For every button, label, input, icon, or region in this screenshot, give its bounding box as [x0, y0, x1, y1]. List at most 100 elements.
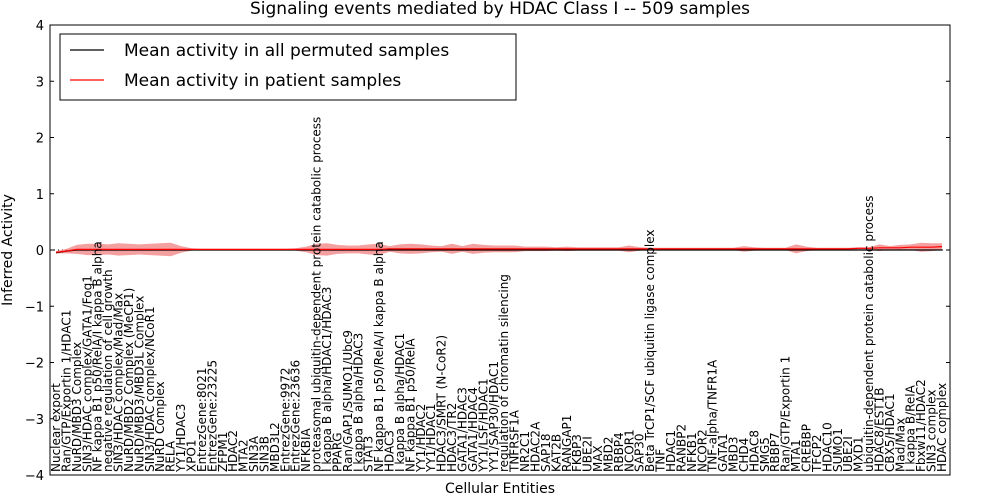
- x-tick-label: GATA1: [716, 433, 730, 472]
- x-tick-label: MTA2: [237, 439, 251, 472]
- x-tick-label: XPO1: [185, 439, 199, 472]
- x-tick-label: NF kappa B1 p50/RelA/I kappa B alpha: [91, 241, 105, 472]
- x-tick-label: SIN3/HDAC complex/NCoR1: [143, 306, 157, 472]
- x-tick-label: MBD3: [727, 437, 741, 472]
- x-tick-label: proteasomal ubiquitin-dependent protein …: [310, 117, 324, 472]
- x-tick-label: YY1/HDAC3: [174, 404, 188, 473]
- x-tick-label: I kappa B alpha/HDAC3: [351, 333, 365, 472]
- y-tick-label: −1: [25, 300, 44, 315]
- x-tick-label: SAP30: [633, 433, 647, 472]
- x-tick-label: HDAC10: [820, 422, 834, 472]
- y-tick-label: 3: [36, 75, 44, 90]
- x-tick-label: CBX5/HDAC1: [883, 393, 897, 472]
- x-tick-label: HDAC3/TR2: [445, 403, 459, 472]
- legend-label-patient: Mean activity in patient samples: [124, 71, 401, 91]
- x-tick-label: NuRD/MBD3/MBD3L Complex: [132, 296, 146, 472]
- x-tick-label: YY1/HDAC2: [414, 404, 428, 473]
- x-tick-label: RBBP7: [768, 432, 782, 472]
- x-tick-label: MAX: [591, 445, 605, 472]
- x-tick-label: STAT3: [362, 436, 376, 472]
- y-tick-label: 4: [36, 19, 44, 34]
- y-tick-label: 2: [36, 132, 44, 147]
- legend-box: [59, 33, 517, 101]
- x-tick-label: CHD4: [737, 438, 751, 472]
- x-tick-label: NCOR2: [695, 429, 709, 472]
- x-tick-label: Fbxw11/HDAC2: [914, 379, 928, 472]
- x-tick-label: YY1/SAP30/HDAC1: [487, 361, 501, 473]
- x-tick-label: MTA1: [789, 439, 803, 472]
- x-tick-label: Mad/Max: [893, 418, 907, 472]
- x-tick-label: SMG5: [758, 437, 772, 472]
- x-tick-label: SIN3A: [247, 435, 261, 472]
- y-tick-label: −2: [25, 357, 44, 372]
- x-tick-label: TNF-alpha/TNFR1A: [706, 359, 720, 473]
- x-tick-label: negative regulation of cell growth: [101, 269, 115, 472]
- x-tick-label: MXD1: [852, 437, 866, 472]
- x-tick-label: SIN3/HDAC complex/GATA1/Fog1: [80, 275, 94, 472]
- x-tick-label: HDAC8: [747, 430, 761, 472]
- x-tick-label: RANBP2: [674, 424, 688, 472]
- x-tick-label: UBE2I: [581, 436, 595, 472]
- x-tick-label: SIN3/HDAC complex/Mad/Max: [112, 293, 126, 472]
- x-tick-label: GATA1/HDAC4: [466, 387, 480, 472]
- x-tick-label: YY1/HDAC1: [424, 404, 438, 473]
- x-tick-label: NuRD/MBD2 Complex (MeCP1): [122, 288, 136, 472]
- y-tick-label: 0: [36, 244, 44, 259]
- y-tick-label: 1: [36, 188, 44, 203]
- x-tick-label: PPARG: [330, 432, 344, 472]
- x-tick-label: EntrezGene:23225: [205, 360, 219, 472]
- x-tick-label: Beta TrCP1/SCF ubiquitin ligase complex: [643, 229, 657, 472]
- x-tick-label: Ran/GTP/Exportin 1: [779, 356, 793, 472]
- x-tick-label: EntrezGene:9972: [278, 368, 292, 473]
- x-tick-label: SAP18: [539, 433, 553, 472]
- x-tick-label: SUMO1: [831, 428, 845, 472]
- y-tick-label: −4: [25, 469, 44, 484]
- x-tick-label: EntrezGene:23636: [289, 360, 303, 472]
- x-tick-label: ubiquitin-dependent protein catabolic pr…: [862, 196, 876, 472]
- x-tick-label: TNFRSF1A: [508, 409, 522, 473]
- x-tick-label: MBD3L2: [268, 422, 282, 472]
- x-tick-label: TNF: [654, 449, 668, 473]
- x-tick-label: RANGAP1: [560, 415, 574, 472]
- x-tick-label: NFKB1: [685, 432, 699, 472]
- x-tick-label: SIN3 complex: [925, 390, 939, 472]
- y-axis-label: Inferred Activity: [0, 194, 16, 306]
- chart-title: Signaling events mediated by HDAC Class …: [250, 0, 750, 19]
- x-tick-label: MBD2: [601, 437, 615, 472]
- x-tick-label: NF kappa B1 p50/RelA: [403, 338, 417, 472]
- series-line-patient: [55, 246, 943, 253]
- x-tick-label: ZFPM1: [216, 432, 230, 472]
- x-tick-label: HDAC2: [226, 430, 240, 472]
- x-tick-label: SIN3B: [258, 436, 272, 472]
- x-tick-label: Nuclear export: [49, 383, 63, 472]
- x-tick-label: HDAC3/SMRT (N-CoR2): [435, 335, 449, 472]
- x-tick-label: NuRD/MBD3 Complex: [70, 342, 84, 472]
- x-tick-label: CREBBP: [800, 424, 814, 472]
- x-tick-label: KAT2B: [549, 434, 563, 472]
- x-tick-label: HDAC8/EST1B: [873, 387, 887, 472]
- x-tick-label: YY1/LSF/HDAC1: [476, 378, 490, 473]
- x-tick-label: HDAC1: [664, 430, 678, 472]
- x-tick-label: NCOR1: [622, 429, 636, 472]
- x-tick-label: I kappa B alpha/HDAC1: [393, 333, 407, 472]
- x-tick-label: NuRD Complex: [153, 381, 167, 472]
- x-tick-label: I kappa B/RelA: [904, 384, 918, 472]
- x-tick-label: I kappa B alpha/HDAC1/HDAC3: [320, 287, 334, 472]
- x-tick-label: HDAC3: [383, 430, 397, 472]
- x-tick-label: NR2C1: [518, 431, 532, 472]
- x-tick-label: RBBP4: [612, 432, 626, 472]
- x-tick-label: HDAC2A: [529, 421, 543, 472]
- legend-label-permuted: Mean activity in all permuted samples: [124, 41, 449, 61]
- x-tick-label: Ran/GTP/Exportin 1/HDAC1: [59, 310, 73, 472]
- x-tick-label: UBE2I: [841, 436, 855, 472]
- x-tick-label: NF kappa B1 p50/RelA/I kappa B alpha: [372, 241, 386, 472]
- x-tick-label: RELA: [164, 440, 178, 472]
- x-tick-label: EntrezGene:8021: [195, 368, 209, 473]
- x-tick-label: HDAC complex: [935, 383, 949, 472]
- x-tick-label: Ran/GAP1/SUMO1/Ubc9: [341, 330, 355, 472]
- y-tick-label: −3: [25, 413, 44, 428]
- x-tick-label: GATA1/HDAC3: [456, 387, 470, 472]
- x-tick-label: TFCP2: [810, 435, 824, 473]
